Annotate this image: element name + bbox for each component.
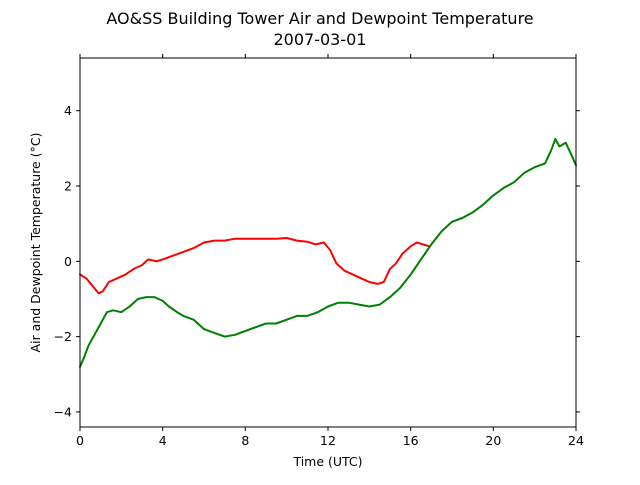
x-tick-label: 16 <box>403 433 419 448</box>
y-tick-label: 0 <box>64 254 72 269</box>
y-tick-label: −2 <box>54 329 72 344</box>
x-tick-label: 24 <box>568 433 584 448</box>
dewpoint-temperature-line <box>79 138 577 368</box>
y-tick-label: 2 <box>64 179 72 194</box>
plot-area <box>80 58 576 427</box>
air-temperature-line <box>79 237 431 295</box>
x-tick-label: 20 <box>485 433 501 448</box>
x-tick-label: 12 <box>320 433 336 448</box>
series-layer <box>79 138 577 368</box>
chart-subtitle: 2007-03-01 <box>274 30 367 49</box>
x-tick-label: 8 <box>241 433 249 448</box>
x-tick-label: 4 <box>159 433 167 448</box>
y-tick-label: 4 <box>64 103 72 118</box>
x-axis-label: Time (UTC) <box>292 454 362 469</box>
x-tick-label: 0 <box>76 433 84 448</box>
y-axis-label: Air and Dewpoint Temperature (°C) <box>28 133 43 353</box>
plot-frame <box>79 57 577 428</box>
chart-title: AO&SS Building Tower Air and Dewpoint Te… <box>106 9 533 28</box>
y-tick-label: −4 <box>54 404 72 419</box>
